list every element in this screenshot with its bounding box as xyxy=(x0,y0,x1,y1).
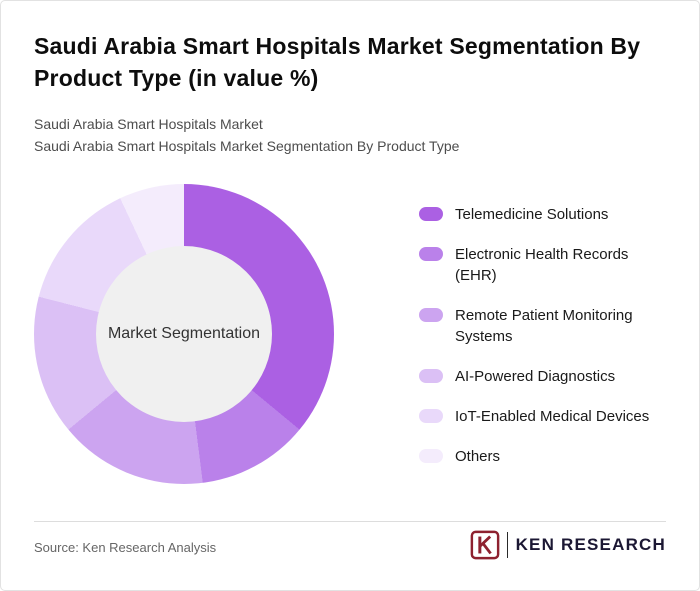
footer-divider xyxy=(34,521,666,522)
subtitle-block: Saudi Arabia Smart Hospitals Market Saud… xyxy=(34,113,459,157)
legend-swatch xyxy=(419,207,443,221)
legend-label: Electronic Health Records (EHR) xyxy=(455,246,629,284)
legend-label: Others xyxy=(455,448,501,465)
legend-item: Others xyxy=(419,446,669,467)
subtitle-line-1: Saudi Arabia Smart Hospitals Market xyxy=(34,116,263,132)
legend-item: AI-Powered Diagnostics xyxy=(419,366,669,387)
subtitle-line-2: Saudi Arabia Smart Hospitals Market Segm… xyxy=(34,138,460,154)
source-text: Source: Ken Research Analysis xyxy=(34,540,217,555)
logo-separator xyxy=(506,532,508,558)
donut-chart-area: Market Segmentation xyxy=(34,184,334,484)
ken-research-k-icon xyxy=(470,530,499,560)
legend-item: Remote Patient Monitoring Systems xyxy=(419,305,669,347)
donut-center: Market Segmentation xyxy=(96,246,272,422)
legend-swatch xyxy=(419,308,443,322)
brand-name: KEN RESEARCH xyxy=(515,535,666,554)
legend-label: Remote Patient Monitoring Systems xyxy=(455,307,633,345)
legend-item: Electronic Health Records (EHR) xyxy=(419,244,669,286)
legend-swatch xyxy=(419,369,443,383)
legend-label: Telemedicine Solutions xyxy=(455,206,609,223)
legend-label: IoT-Enabled Medical Devices xyxy=(455,408,650,425)
legend-swatch xyxy=(419,409,443,423)
legend-label: AI-Powered Diagnostics xyxy=(455,368,616,385)
legend-swatch xyxy=(419,449,443,463)
legend-swatch xyxy=(419,247,443,261)
chart-legend: Telemedicine Solutions Electronic Health… xyxy=(419,204,669,486)
donut-center-label: Market Segmentation xyxy=(107,325,261,342)
legend-item: IoT-Enabled Medical Devices xyxy=(419,406,669,427)
ken-research-logo: KEN RESEARCH xyxy=(470,530,666,560)
legend-item: Telemedicine Solutions xyxy=(419,204,669,225)
page-title: Saudi Arabia Smart Hospitals Market Segm… xyxy=(34,33,641,91)
